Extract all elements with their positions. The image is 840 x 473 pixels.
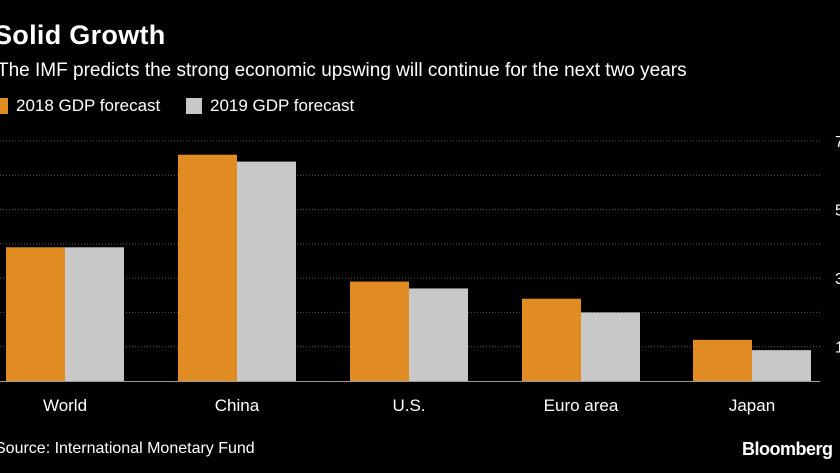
legend-item-2019: 2019 GDP forecast (186, 96, 354, 116)
bar-2019-u-s (409, 288, 468, 381)
bar-2018-u-s (350, 281, 409, 381)
x-tick-label: U.S. (392, 396, 425, 415)
bar-2019-china (237, 161, 296, 381)
x-tick-label: Japan (729, 396, 775, 415)
bar-2018-japan (693, 339, 752, 381)
y-tick-label: 5 (835, 203, 840, 220)
chart-subtitle: The IMF predicts the strong economic ups… (0, 60, 687, 81)
bars (6, 154, 811, 381)
bar-2018-euro-area (522, 298, 581, 381)
y-tick-label: 7 (835, 134, 840, 151)
x-tick-label: China (215, 396, 260, 415)
legend-swatch-2018 (0, 98, 8, 114)
y-axis-ticks: 1 3 5 7 (835, 134, 840, 357)
bar-2019-world (65, 247, 124, 381)
legend-label-2019: 2019 GDP forecast (210, 96, 355, 115)
source-note: Source: International Monetary Fund (0, 440, 255, 457)
bar-2018-world (6, 247, 65, 381)
bar-2019-japan (752, 350, 811, 381)
legend-item-2018: 2018 GDP forecast (0, 96, 160, 116)
x-axis-ticks: World China U.S. Euro area Japan (43, 396, 775, 415)
chart-title: Solid Growth (0, 20, 166, 50)
y-tick-label: 3 (835, 271, 840, 288)
bloomberg-logo: Bloomberg (742, 439, 833, 459)
bar-2019-euro-area (581, 312, 640, 381)
legend-label-2018: 2018 GDP forecast (16, 96, 161, 115)
bar-2018-china (178, 154, 237, 381)
legend-swatch-2019 (186, 98, 202, 114)
x-tick-label: Euro area (544, 396, 619, 415)
x-tick-label: World (43, 396, 87, 415)
y-tick-label: 1 (835, 340, 840, 357)
bar-chart: 1 3 5 7 World China U.S. Euro area Japan (0, 134, 840, 415)
